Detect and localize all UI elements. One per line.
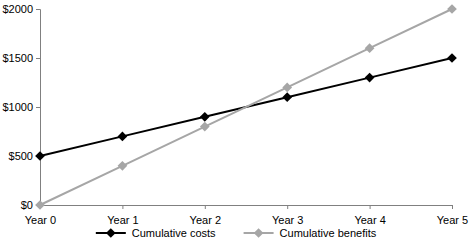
y-tick-label: $0 [21,199,33,211]
y-tick-mark [36,9,40,10]
legend-item: Cumulative benefits [244,227,377,239]
y-tick-label: $1000 [2,101,33,113]
series-marker [118,161,128,171]
legend: Cumulative costs Cumulative benefits [96,227,377,239]
x-tick-mark [122,205,123,209]
y-tick-mark [36,58,40,59]
series-marker [35,200,45,210]
y-tick: $1500 [2,52,40,64]
y-axis: $0 $500 $1000 $1500 $2000 [2,3,40,211]
series-marker [447,4,457,14]
legend-label: Cumulative benefits [280,227,377,239]
series-marker [282,92,292,102]
x-axis-line [41,206,453,210]
series-marker [365,43,375,53]
series-marker [282,83,292,93]
x-tick: Year 1 [107,205,138,226]
x-axis: Year 0 Year 1 Year 2 Year 3 Year 4 Year 5 [25,205,468,226]
x-tick-label: Year 0 [25,214,56,226]
x-tick-mark [452,205,453,209]
series-marker [447,53,457,63]
y-axis-line [36,10,41,206]
x-tick-label: Year 4 [354,214,385,226]
series-line [40,9,452,205]
x-tick: Year 2 [190,205,221,226]
x-tick-label: Year 3 [272,214,303,226]
series-marker [200,112,210,122]
x-tick-label: Year 2 [190,214,221,226]
y-tick: $1000 [2,101,40,113]
series-marker [200,122,210,132]
legend-marker [106,228,116,238]
y-tick-mark [36,107,40,108]
x-tick-mark [370,205,371,209]
y-tick-label: $500 [9,150,33,162]
x-tick-label: Year 1 [107,214,138,226]
legend-label: Cumulative costs [132,227,216,239]
y-tick-label: $2000 [2,3,33,15]
x-tick-mark [205,205,206,209]
series-marker [365,73,375,83]
x-tick-mark [287,205,288,209]
plot-area [35,4,457,210]
chart: $0$500$1000$1500$2000Year 0Year 1Year 2Y… [0,0,472,241]
x-tick-label: Year 5 [437,214,468,226]
legend-marker [254,228,264,238]
y-tick-label: $1500 [2,52,33,64]
x-tick: Year 5 [437,205,468,226]
legend-item: Cumulative costs [96,227,216,239]
series-marker [118,132,128,142]
x-tick: Year 3 [272,205,303,226]
x-tick: Year 4 [354,205,385,226]
y-tick: $2000 [2,3,40,15]
series-marker [35,151,45,161]
